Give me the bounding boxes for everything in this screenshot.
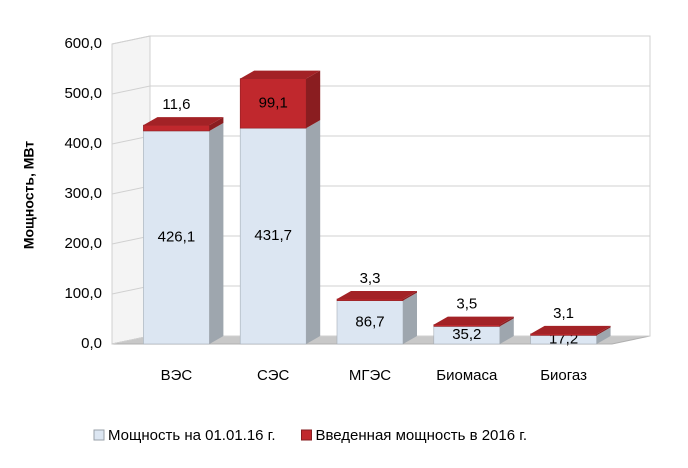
bar-side [306, 120, 321, 345]
bar [239, 78, 307, 129]
bar-side [209, 122, 224, 344]
bar-side [596, 325, 611, 336]
y-tick-label: 300,0 [64, 185, 102, 202]
bar-top [530, 325, 611, 334]
bar-top [240, 70, 321, 79]
bar [336, 300, 404, 345]
y-tick-label: 0,0 [81, 335, 102, 352]
legend-label: Мощность на 01.01.16 г. [108, 427, 275, 444]
y-tick-label: 500,0 [64, 85, 102, 102]
bar-side [499, 316, 514, 327]
bar [433, 324, 501, 327]
data-label: 11,6 [162, 96, 190, 113]
data-label: 99,1 [259, 94, 288, 111]
y-tick-label: 400,0 [64, 135, 102, 152]
grid-line [111, 85, 650, 95]
data-label: 86,7 [355, 313, 384, 330]
data-label: 426,1 [158, 228, 196, 245]
data-label: 431,7 [254, 227, 292, 244]
bar-top [143, 117, 224, 126]
legend-swatch [300, 429, 312, 441]
bar-side [209, 117, 224, 131]
bar-top [433, 316, 514, 325]
x-tick-label: СЭС [257, 367, 289, 384]
data-label: 3,5 [456, 296, 477, 313]
bar [143, 130, 210, 345]
legend-swatch [93, 429, 105, 441]
bar [530, 333, 597, 336]
x-tick-label: Биомаса [436, 367, 498, 384]
x-tick-label: Биогаз [540, 367, 587, 384]
bar-top [337, 291, 417, 299]
y-tick-label: 600,0 [64, 35, 102, 52]
y-axis-label: Мощность, МВт [21, 141, 37, 249]
bar [143, 124, 210, 132]
bar [336, 298, 404, 301]
bar-side [403, 292, 417, 344]
data-label: 3,1 [553, 305, 574, 322]
bar-side [596, 327, 611, 344]
bar-side [306, 70, 321, 129]
legend-label: Введенная мощность в 2016 г. [315, 427, 527, 444]
y-tick-label: 200,0 [64, 235, 102, 252]
x-tick-label: ВЭС [161, 367, 193, 384]
x-tick-label: МГЭС [349, 367, 391, 384]
bar-side [499, 318, 514, 344]
grid-line [111, 35, 650, 45]
data-label: 35,2 [452, 326, 481, 343]
data-label: 3,3 [360, 270, 381, 287]
bar [239, 127, 307, 345]
bar-side [403, 291, 417, 301]
y-tick-label: 100,0 [64, 285, 102, 302]
